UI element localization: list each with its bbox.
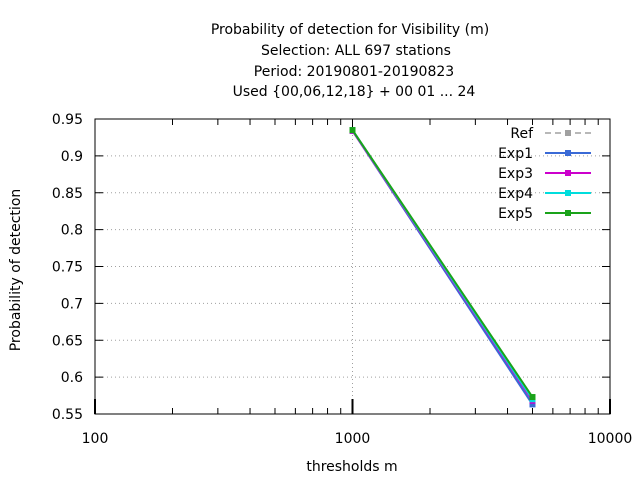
y-tick-label: 0.75 bbox=[52, 260, 83, 276]
data-point-exp1 bbox=[529, 401, 536, 408]
chart-title: Probability of detection for Visibility … bbox=[211, 22, 489, 100]
legend-marker-exp4 bbox=[565, 190, 571, 196]
y-tick-label: 0.6 bbox=[61, 370, 83, 386]
y-tick-label: 0.7 bbox=[61, 296, 83, 312]
data-point-exp5 bbox=[349, 127, 356, 134]
title-line-4: Used {00,06,12,18} + 00 01 ... 24 bbox=[233, 84, 476, 100]
legend: Ref Exp1 Exp3 Exp4 Exp5 bbox=[498, 126, 591, 222]
legend-marker-ref bbox=[565, 130, 571, 136]
y-tick-label: 0.65 bbox=[52, 333, 83, 349]
legend-marker-exp5 bbox=[565, 210, 571, 216]
x-tick-label: 100 bbox=[82, 431, 109, 447]
title-line-3: Period: 20190801-20190823 bbox=[254, 64, 454, 80]
y-tick-label: 0.85 bbox=[52, 186, 83, 202]
legend-marker-exp1 bbox=[565, 150, 571, 156]
legend-label-exp5: Exp5 bbox=[498, 206, 533, 222]
y-axis-label: Probability of detection bbox=[8, 189, 24, 352]
legend-marker-exp3 bbox=[565, 170, 571, 176]
legend-label-exp3: Exp3 bbox=[498, 166, 533, 182]
x-tick-label: 1000 bbox=[335, 431, 371, 447]
title-line-1: Probability of detection for Visibility … bbox=[211, 22, 489, 38]
title-line-2: Selection: ALL 697 stations bbox=[261, 43, 451, 59]
y-tick-label: 0.9 bbox=[61, 149, 83, 165]
plot-frame bbox=[94, 118, 611, 415]
x-tick-label: 10000 bbox=[588, 431, 633, 447]
y-tick-label: 0.95 bbox=[52, 112, 83, 128]
data-point-exp5 bbox=[529, 394, 536, 401]
series-layer bbox=[349, 127, 536, 408]
y-tick-label: 0.55 bbox=[52, 407, 83, 423]
legend-label-ref: Ref bbox=[510, 126, 534, 142]
grid bbox=[95, 119, 610, 414]
legend-label-exp4: Exp4 bbox=[498, 186, 533, 202]
legend-label-exp1: Exp1 bbox=[498, 146, 533, 162]
y-tick-label: 0.8 bbox=[61, 223, 83, 239]
x-axis-label: thresholds m bbox=[306, 459, 397, 475]
series-line-exp5 bbox=[351, 129, 534, 398]
axis-ticks: 0.55 0.6 0.65 0.7 0.75 0.8 0.85 0.9 0.95 100 1000 1… bbox=[52, 112, 632, 447]
